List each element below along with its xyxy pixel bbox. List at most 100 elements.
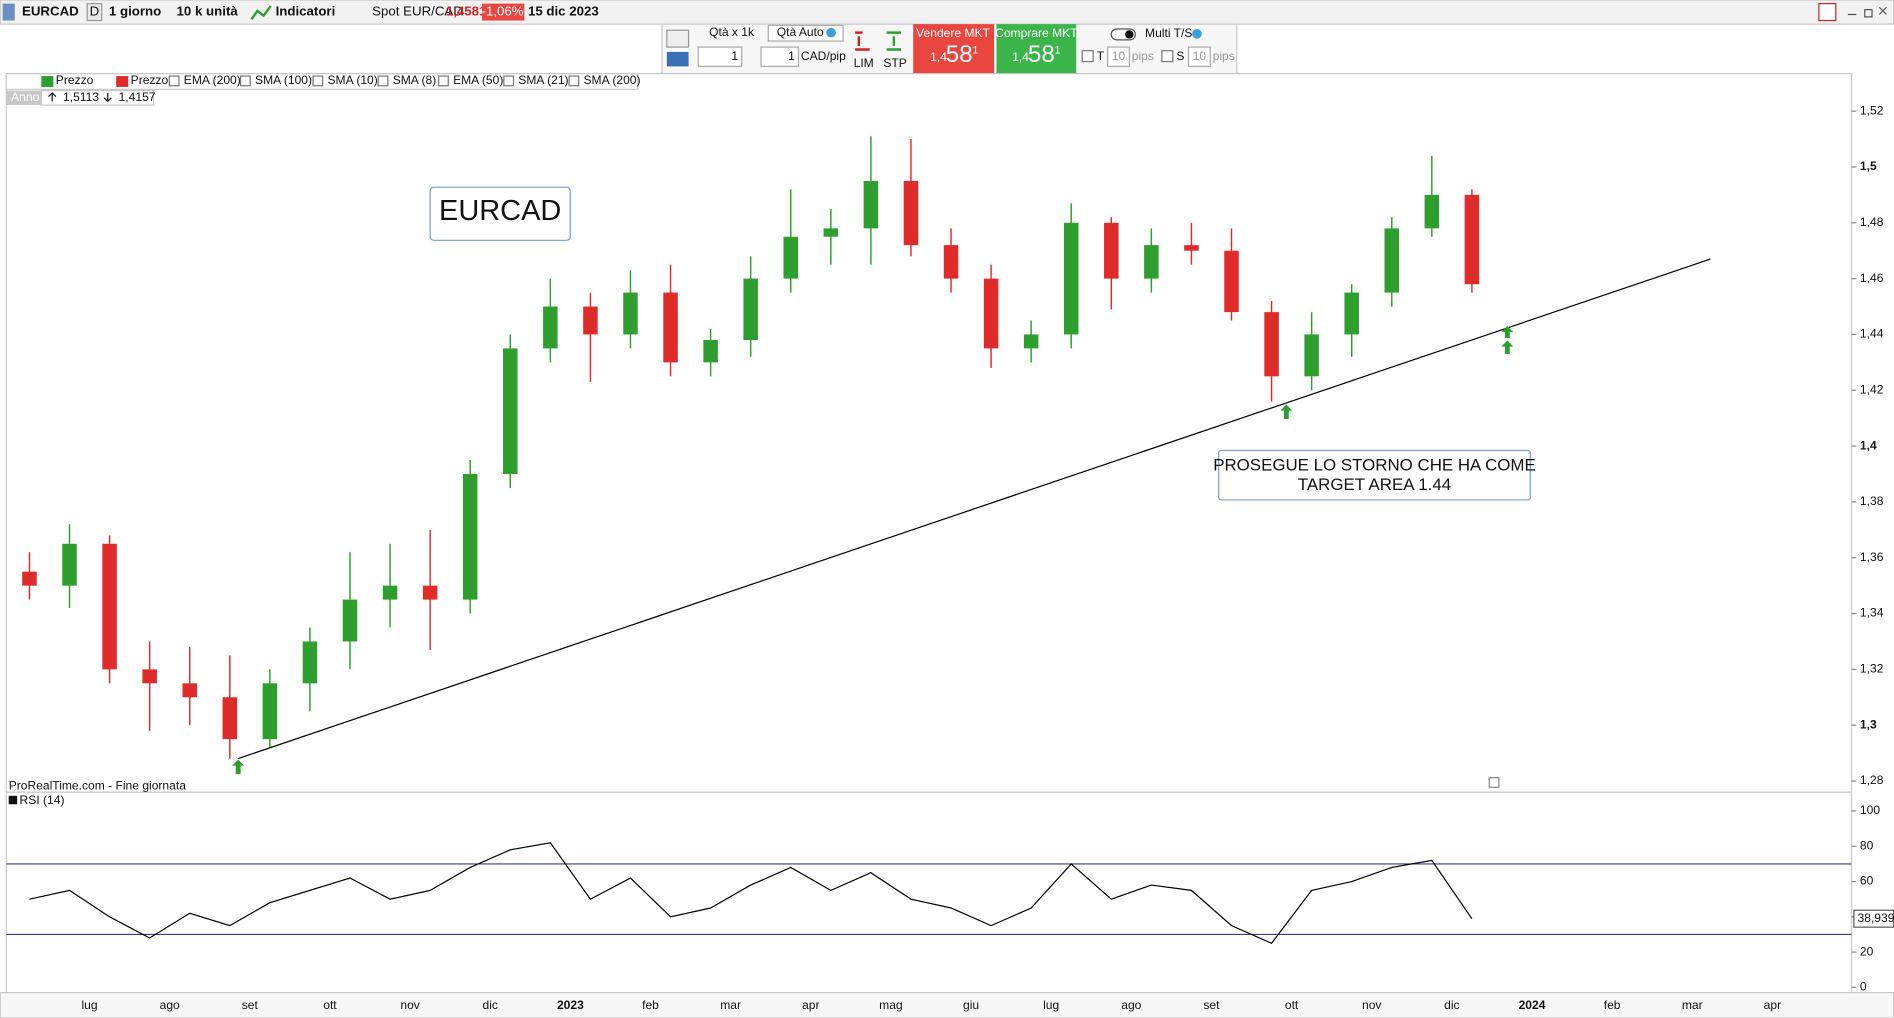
t-checkbox[interactable] <box>1081 50 1094 63</box>
sell-button[interactable] <box>913 24 995 74</box>
x-tick-label: mar <box>720 998 741 1012</box>
x-tick-label: ott <box>323 998 337 1012</box>
buy-frac[interactable]: 1 <box>1054 45 1060 57</box>
legend-swatch <box>41 76 54 87</box>
keyboard-button[interactable] <box>666 51 689 67</box>
x-tick-label: giu <box>963 998 979 1012</box>
window-controls[interactable] <box>1847 6 1887 18</box>
s-checkbox[interactable] <box>1161 50 1174 63</box>
lim-icon[interactable] <box>855 31 870 51</box>
candle-body <box>1184 245 1199 251</box>
trendline <box>237 258 1711 760</box>
candle-body <box>503 348 518 474</box>
legend-checkbox[interactable] <box>377 75 389 87</box>
pip-unit: CAD/pip <box>801 49 846 63</box>
info-icon[interactable] <box>1488 777 1500 788</box>
candle-body <box>182 683 197 698</box>
t-input[interactable] <box>1107 46 1130 68</box>
buy-label[interactable]: Comprare MKT <box>995 26 1078 40</box>
qty-auto-box[interactable] <box>767 24 844 42</box>
indicator-icon <box>250 5 272 21</box>
annotation: TARGET AREA 1.44 <box>1298 475 1451 494</box>
period[interactable]: 1 giorno <box>109 4 161 19</box>
qty-auto[interactable]: Qtà Auto <box>777 25 824 39</box>
legend-checkbox[interactable] <box>312 75 324 87</box>
legend-checkbox[interactable] <box>503 75 515 87</box>
info-dot <box>826 27 836 38</box>
sell-pips[interactable]: 58 <box>946 41 973 68</box>
y-tick-label: 60 <box>1860 874 1874 888</box>
stp-icon[interactable] <box>886 31 902 51</box>
period-key[interactable]: D <box>90 4 100 19</box>
x-tick-label: mag <box>879 998 902 1012</box>
year-range-box <box>40 89 155 106</box>
candle-body <box>1144 245 1159 279</box>
legend-checkbox[interactable] <box>239 75 251 87</box>
legend-item: EMA (50) <box>453 73 503 87</box>
candle-body <box>703 340 718 363</box>
x-tick-label: dic <box>483 998 498 1012</box>
spot-price: 1,4581 <box>446 4 487 19</box>
year-low: 1,4157 <box>119 90 156 104</box>
candle-body <box>22 571 37 586</box>
pip-input[interactable] <box>760 46 800 68</box>
t-pips[interactable]: 10 <box>1112 49 1126 63</box>
candle-body <box>983 278 999 349</box>
x-tick-label: dic <box>1444 998 1459 1012</box>
year-box <box>6 90 42 106</box>
stp[interactable]: STP <box>883 56 906 70</box>
x-tick-label: lug <box>1043 998 1059 1012</box>
change: -1,06% <box>482 4 524 19</box>
y-tick-label: 1,38 <box>1860 494 1884 508</box>
y-tick-label: 1,44 <box>1860 327 1884 341</box>
qty[interactable]: 1 <box>731 49 738 63</box>
legend-checkbox[interactable] <box>568 75 580 87</box>
period-key-box[interactable] <box>86 3 103 22</box>
candle-body <box>903 180 919 246</box>
pip-value[interactable]: 1 <box>788 49 795 63</box>
spot-label: Spot EUR/CAD <box>372 4 463 19</box>
annotation-box <box>429 186 571 241</box>
candle-body <box>623 292 638 335</box>
value-label: 38,939 <box>1858 911 1894 925</box>
indicators[interactable]: Indicatori <box>276 4 336 19</box>
change-box <box>482 3 525 21</box>
legend-checkbox[interactable] <box>438 75 449 87</box>
x-tick-label: lug <box>82 998 98 1012</box>
legend-item: SMA (21) <box>518 73 568 87</box>
x-tick-label: 2023 <box>557 998 584 1012</box>
refresh-button[interactable] <box>1818 3 1837 22</box>
buy-button[interactable] <box>996 24 1077 74</box>
legend-checkbox[interactable] <box>168 75 180 87</box>
sell-big[interactable]: 1,4 <box>930 50 947 64</box>
legend-item: SMA (8) <box>393 73 437 87</box>
y-tick-label: 100 <box>1860 803 1880 817</box>
y-tick-label: 1,36 <box>1860 550 1884 564</box>
signal-arrow <box>1501 340 1514 354</box>
x-tick-label: set <box>1203 998 1220 1012</box>
info-dot <box>1192 28 1202 39</box>
top-toolbar <box>0 0 1894 25</box>
x-tick-label: apr <box>802 998 819 1012</box>
sell-frac[interactable]: 1 <box>972 45 978 57</box>
s-input[interactable] <box>1187 46 1211 68</box>
s-pips[interactable]: 10 <box>1193 49 1207 63</box>
lim[interactable]: LIM <box>854 56 874 70</box>
annotation-box <box>1218 449 1531 501</box>
candle-body <box>302 641 318 684</box>
x-tick-label: ago <box>160 998 180 1012</box>
buy-pips[interactable]: 58 <box>1028 41 1055 68</box>
candle-body <box>1424 194 1440 229</box>
annotation: PROSEGUE LO STORNO CHE HA COME <box>1213 456 1536 475</box>
sell-label[interactable]: Vendere MKT <box>916 26 990 40</box>
size[interactable]: 10 k unità <box>177 4 239 19</box>
x-tick-label: 2024 <box>1519 998 1546 1012</box>
symbol[interactable]: EURCAD <box>22 4 79 19</box>
rsi-title: RSI (14) <box>20 793 65 807</box>
legend: Prezzo Prezzo EMA (200) SMA (100) SMA (10) SM… <box>5 73 640 90</box>
candle-body <box>222 697 238 740</box>
buy-big[interactable]: 1,4 <box>1012 50 1029 64</box>
y-tick-label: 1,48 <box>1860 215 1884 229</box>
tool-button[interactable] <box>666 29 690 48</box>
qty-input[interactable] <box>697 46 743 68</box>
